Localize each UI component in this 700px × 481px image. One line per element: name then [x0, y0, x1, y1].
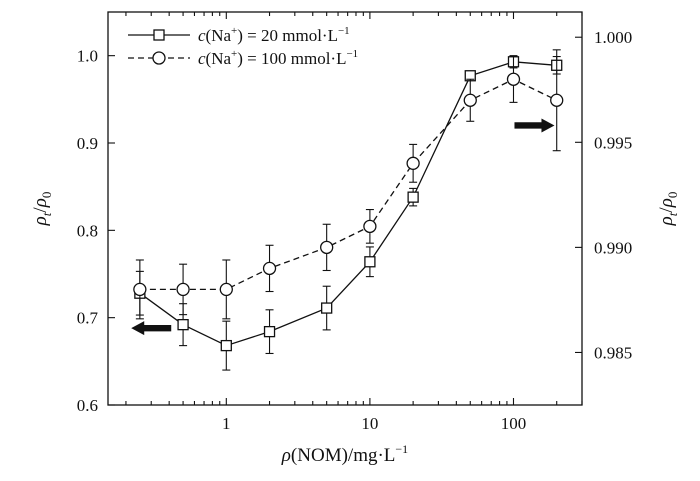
legend-label-ion: (Na [206, 26, 232, 45]
data-point-square [220, 339, 232, 352]
x-tick-label: 1 [222, 414, 231, 433]
series-square [134, 55, 563, 371]
legend-label-unit-sup: −1 [338, 25, 350, 37]
y-right-axis-label-b: ρ [656, 198, 677, 208]
series-line [139, 61, 557, 347]
legend-marker-circle [152, 51, 166, 65]
series-line [139, 78, 557, 291]
series-circle [133, 49, 564, 320]
data-point-circle [506, 72, 521, 86]
legend-marker-square [153, 29, 165, 41]
y-right-tick-label: 0.995 [594, 133, 632, 152]
legend-label-text: ) = 20 mmol·L [237, 26, 338, 45]
data-point-circle [406, 156, 420, 170]
data-point-circle [262, 261, 277, 276]
data-point-circle [550, 93, 564, 107]
y-left-tick-label: 0.7 [77, 309, 99, 328]
x-axis-label: ρ(NOM)/mg·L−1 [281, 442, 408, 466]
data-point-circle [219, 282, 233, 297]
y-left-axis-label-slash: / [30, 207, 51, 213]
legend-label: c(Na+) = 100 mmol·L−1 [198, 48, 358, 68]
y-right-tick-label: 0.985 [594, 343, 632, 362]
data-point-square [263, 325, 276, 338]
legend-label-charge: + [231, 48, 237, 60]
y-left-tick-label: 1.0 [77, 47, 98, 66]
arrow-right-icon [514, 118, 555, 133]
y-right-axis-label-slash: / [656, 207, 677, 213]
legend-label-unit-sup: −1 [346, 48, 358, 60]
y-left-axis-label-a: ρ [30, 216, 51, 226]
x-axis-label-symbol: ρ [281, 445, 291, 466]
y-right-axis-label: ρt/ρ0 [656, 192, 680, 227]
legend: c(Na+) = 20 mmol·L−1c(Na+) = 100 mmol·L−… [128, 25, 358, 68]
y-left-tick-label: 0.9 [77, 134, 98, 153]
x-tick-label: 100 [501, 414, 527, 433]
legend-label-text: ) = 100 mmol·L [237, 49, 346, 68]
y-left-axis-label-b-sub: 0 [39, 192, 54, 199]
plot-frame [107, 11, 583, 406]
data-point-square [407, 191, 419, 203]
x-axis-label-text: (NOM)/mg·L [291, 445, 395, 466]
legend-label-symbol: c [198, 49, 206, 68]
arrow-left-icon [131, 321, 172, 336]
y-left-axis-label: ρt/ρ0 [30, 192, 54, 227]
y-right-tick-label: 0.990 [594, 238, 632, 257]
x-axis-label-sup: −1 [395, 442, 408, 456]
y-right-axis-label-a-sub: t [665, 212, 680, 216]
y-left-tick-label: 0.6 [77, 396, 98, 415]
y-left-axis-label-a-sub: t [39, 212, 54, 216]
data-point-square [364, 256, 376, 268]
data-point-square [177, 319, 189, 331]
data-point-square [321, 302, 333, 314]
data-point-circle [176, 282, 190, 297]
y-right-tick-label: 1.000 [594, 28, 632, 47]
data-point-circle [320, 240, 334, 255]
data-point-circle [133, 282, 147, 297]
x-tick-label: 10 [361, 414, 378, 433]
data-point-circle [363, 219, 377, 234]
y-left-axis-label-b: ρ [30, 198, 51, 208]
y-left-tick-label: 0.8 [77, 221, 98, 240]
y-right-axis-label-b-sub: 0 [665, 192, 680, 199]
legend-label-symbol: c [198, 26, 206, 45]
legend-label: c(Na+) = 20 mmol·L−1 [198, 25, 350, 45]
data-point-circle [463, 93, 477, 107]
legend-label-ion: (Na [206, 49, 232, 68]
y-right-axis-label-a: ρ [656, 216, 677, 226]
legend-label-charge: + [231, 25, 237, 37]
